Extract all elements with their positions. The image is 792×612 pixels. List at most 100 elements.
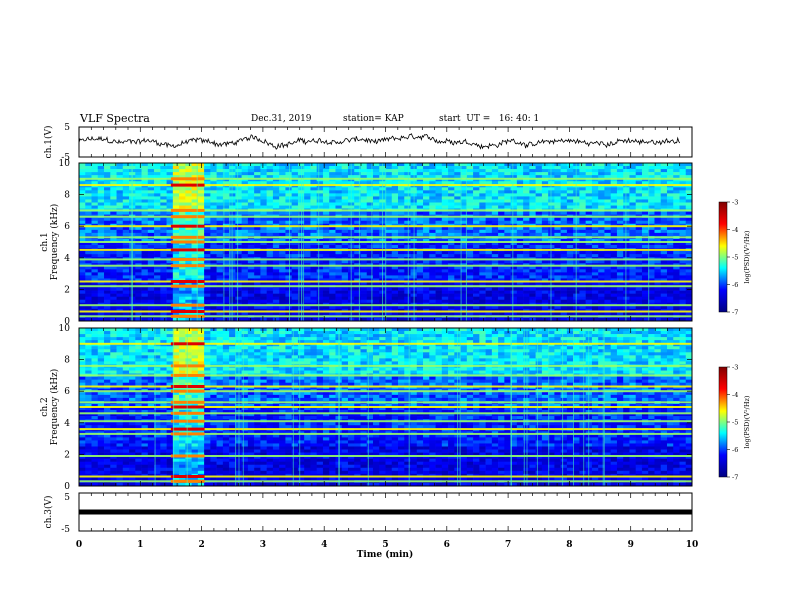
spectrogram-cell <box>604 187 611 191</box>
spectrogram-cell <box>141 211 149 215</box>
spectrogram-cell <box>247 211 255 215</box>
spectrogram-cell <box>104 199 111 203</box>
spectrogram-cell <box>491 299 499 304</box>
spectrogram-cell <box>541 169 549 173</box>
spectrogram-cell <box>591 205 599 209</box>
spectrogram-cell <box>79 269 86 273</box>
spectrogram-cell <box>635 181 643 185</box>
spectrogram-cell <box>116 311 124 316</box>
spectrogram-cell <box>147 226 155 231</box>
spectrogram-cell <box>429 178 436 182</box>
spectrogram-cell <box>554 238 561 243</box>
spectrogram-cell <box>585 220 593 225</box>
spectrogram-cell <box>91 181 99 185</box>
spectrogram-cell <box>104 272 111 276</box>
spectrogram-cell <box>473 178 480 182</box>
spectrogram-cell <box>504 287 511 291</box>
spectrogram-cell <box>185 199 192 203</box>
spectrogram-cell <box>510 311 518 316</box>
spectrogram-cell <box>479 202 486 206</box>
spectrogram-cell <box>466 238 474 243</box>
spectrogram-cell <box>579 175 586 179</box>
spectrogram-cell <box>579 245 586 249</box>
spectrogram-cell <box>423 232 430 237</box>
spectrogram-cell <box>504 193 511 197</box>
spectrogram-cell <box>616 278 624 282</box>
spectrogram-cell <box>304 238 311 243</box>
spectrogram-cell <box>460 226 468 231</box>
spectrogram-cell <box>629 211 637 215</box>
spectrogram-cell <box>604 251 611 255</box>
spectrogram-cell <box>79 278 86 282</box>
spectrogram-cell <box>147 187 155 191</box>
spectrogram-cell <box>310 242 317 246</box>
spectrogram-cell <box>398 260 405 264</box>
spectrogram-cell <box>535 196 543 200</box>
spectrogram-cell <box>110 229 117 234</box>
spectrogram-cell <box>473 245 480 249</box>
spectrogram-cell <box>654 269 662 273</box>
spectrogram-cell <box>266 278 274 282</box>
spectrogram-cell <box>85 172 92 176</box>
spectrogram-cell <box>635 275 643 279</box>
spectrogram-cell <box>141 196 149 200</box>
spectrogram-cell <box>579 190 586 194</box>
spectrogram-cell <box>554 287 561 291</box>
spectrogram-cell <box>535 226 543 231</box>
spectrogram-cell <box>341 175 349 179</box>
spectrogram-cell <box>197 196 205 200</box>
spectrogram-cell <box>279 311 286 316</box>
spectrogram-cell <box>535 217 543 222</box>
spectrogram-cell <box>416 172 424 176</box>
spectrogram-cell <box>648 172 655 176</box>
spectrogram-cell <box>285 181 292 185</box>
spectrogram-cell <box>391 172 399 176</box>
spectrogram-cell <box>441 287 449 291</box>
spectrogram-cell <box>235 196 242 200</box>
spectrogram-cell <box>454 202 461 206</box>
spectrogram-cell <box>523 254 530 258</box>
spectrogram-cell <box>610 226 618 231</box>
spectrogram-cell <box>523 178 530 182</box>
spectrogram-cell <box>291 163 299 167</box>
spectrogram-cell <box>560 169 568 173</box>
spectrogram-cell <box>604 193 611 197</box>
spectrogram-cell <box>116 299 124 304</box>
spectrogram-cell <box>235 242 242 246</box>
spectrogram-cell <box>329 169 336 173</box>
spectrogram-cell <box>435 245 443 249</box>
spectrogram-cell <box>648 202 655 206</box>
spectrogram-cell <box>116 172 124 176</box>
spectrogram-cell <box>166 199 174 203</box>
spectrogram-cell <box>541 275 549 279</box>
spectrogram-cell <box>235 181 242 185</box>
spectrogram-cell <box>97 281 105 285</box>
spectrogram-cell <box>516 290 524 294</box>
spectrogram-cell <box>616 199 624 203</box>
spectrogram-cell <box>485 269 493 273</box>
spectrogram-cell <box>654 290 662 294</box>
spectrogram-cell <box>629 205 637 209</box>
spectrogram-cell <box>291 290 299 294</box>
spectrogram-cell <box>679 242 687 246</box>
spectrogram-cell <box>435 163 443 167</box>
spectrogram-cell <box>629 305 637 310</box>
spectrogram-cell <box>241 202 249 206</box>
spectrogram-cell <box>266 202 274 206</box>
spectrogram-cell <box>172 166 180 170</box>
spectrogram-cell <box>429 169 436 173</box>
spectrogram-cell <box>254 296 261 301</box>
spectrogram-cell <box>510 166 518 170</box>
spectrogram-cell <box>604 199 611 203</box>
spectrogram-cell <box>141 187 149 191</box>
spectrogram-cell <box>673 272 680 276</box>
spectrogram-cell <box>485 226 493 231</box>
spectrogram-cell <box>260 287 267 291</box>
spectrogram-cell <box>110 260 117 264</box>
spectrogram-cell <box>473 254 480 258</box>
spectrogram-cell <box>504 169 511 173</box>
spectrogram-cell <box>498 175 505 179</box>
spectrogram-cell <box>160 220 167 225</box>
spectrogram-cell <box>641 175 649 179</box>
spectrogram-cell <box>429 229 436 234</box>
